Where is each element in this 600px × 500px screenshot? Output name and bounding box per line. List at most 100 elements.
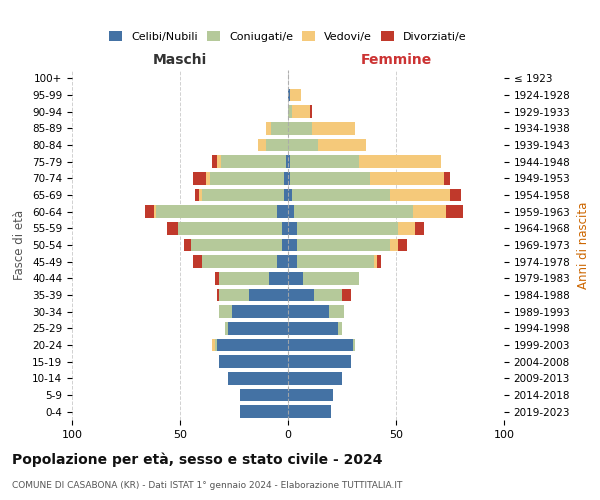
- Bar: [359, 156, 442, 168]
- Bar: [286, 156, 288, 168]
- Bar: [271, 122, 288, 134]
- Bar: [290, 172, 370, 184]
- Legend: Celibi/Nubili, Coniugati/e, Vedovi/e, Divorziati/e: Celibi/Nubili, Coniugati/e, Vedovi/e, Di…: [105, 26, 471, 46]
- Bar: [227, 322, 288, 334]
- Bar: [295, 206, 413, 218]
- Bar: [413, 206, 446, 218]
- Bar: [206, 172, 210, 184]
- Y-axis label: Anni di nascita: Anni di nascita: [577, 202, 590, 288]
- Bar: [219, 289, 249, 301]
- Bar: [154, 206, 156, 218]
- Bar: [450, 188, 461, 201]
- Bar: [215, 339, 217, 351]
- Bar: [266, 138, 288, 151]
- Bar: [156, 206, 277, 218]
- Bar: [221, 156, 286, 168]
- Text: Popolazione per età, sesso e stato civile - 2024: Popolazione per età, sesso e stato civil…: [12, 452, 383, 467]
- Bar: [281, 222, 288, 234]
- Bar: [217, 289, 219, 301]
- Bar: [329, 306, 344, 318]
- Bar: [292, 188, 389, 201]
- Bar: [318, 138, 366, 151]
- Bar: [193, 172, 206, 184]
- Bar: [288, 356, 350, 368]
- Bar: [310, 106, 312, 118]
- Bar: [241, 389, 288, 401]
- Bar: [288, 206, 295, 218]
- Bar: [288, 406, 331, 418]
- Bar: [227, 372, 288, 384]
- Bar: [296, 222, 398, 234]
- Bar: [353, 339, 355, 351]
- Bar: [167, 222, 178, 234]
- Bar: [446, 206, 463, 218]
- Bar: [184, 239, 191, 251]
- Text: Femmine: Femmine: [361, 52, 431, 66]
- Bar: [199, 188, 202, 201]
- Y-axis label: Fasce di età: Fasce di età: [13, 210, 26, 280]
- Bar: [202, 188, 284, 201]
- Text: Maschi: Maschi: [153, 52, 207, 66]
- Bar: [296, 256, 374, 268]
- Bar: [389, 239, 398, 251]
- Bar: [389, 188, 450, 201]
- Bar: [217, 339, 288, 351]
- Bar: [277, 256, 288, 268]
- Bar: [178, 222, 281, 234]
- Bar: [269, 272, 288, 284]
- Bar: [338, 322, 342, 334]
- Bar: [288, 138, 318, 151]
- Bar: [145, 206, 154, 218]
- Bar: [288, 106, 292, 118]
- Bar: [284, 188, 288, 201]
- Bar: [415, 222, 424, 234]
- Bar: [288, 89, 290, 101]
- Bar: [292, 106, 310, 118]
- Bar: [288, 306, 329, 318]
- Bar: [212, 156, 217, 168]
- Bar: [241, 406, 288, 418]
- Bar: [370, 172, 443, 184]
- Bar: [212, 339, 215, 351]
- Bar: [284, 172, 288, 184]
- Bar: [288, 372, 342, 384]
- Bar: [277, 206, 288, 218]
- Bar: [288, 156, 290, 168]
- Bar: [232, 306, 288, 318]
- Bar: [314, 289, 342, 301]
- Bar: [288, 172, 290, 184]
- Bar: [398, 222, 415, 234]
- Bar: [202, 256, 277, 268]
- Bar: [303, 272, 359, 284]
- Bar: [210, 172, 284, 184]
- Bar: [217, 156, 221, 168]
- Bar: [290, 89, 301, 101]
- Bar: [195, 188, 199, 201]
- Bar: [258, 138, 266, 151]
- Bar: [226, 322, 227, 334]
- Text: COMUNE DI CASABONA (KR) - Dati ISTAT 1° gennaio 2024 - Elaborazione TUTTITALIA.I: COMUNE DI CASABONA (KR) - Dati ISTAT 1° …: [12, 481, 403, 490]
- Bar: [288, 339, 353, 351]
- Bar: [219, 306, 232, 318]
- Bar: [443, 172, 450, 184]
- Bar: [193, 256, 202, 268]
- Bar: [398, 239, 407, 251]
- Bar: [312, 122, 355, 134]
- Bar: [288, 222, 296, 234]
- Bar: [266, 122, 271, 134]
- Bar: [374, 256, 377, 268]
- Bar: [288, 256, 296, 268]
- Bar: [288, 122, 312, 134]
- Bar: [296, 239, 389, 251]
- Bar: [342, 289, 350, 301]
- Bar: [288, 389, 334, 401]
- Bar: [288, 188, 292, 201]
- Bar: [249, 289, 288, 301]
- Bar: [288, 272, 303, 284]
- Bar: [215, 272, 219, 284]
- Bar: [288, 239, 296, 251]
- Bar: [288, 322, 338, 334]
- Bar: [219, 356, 288, 368]
- Bar: [219, 272, 269, 284]
- Bar: [281, 239, 288, 251]
